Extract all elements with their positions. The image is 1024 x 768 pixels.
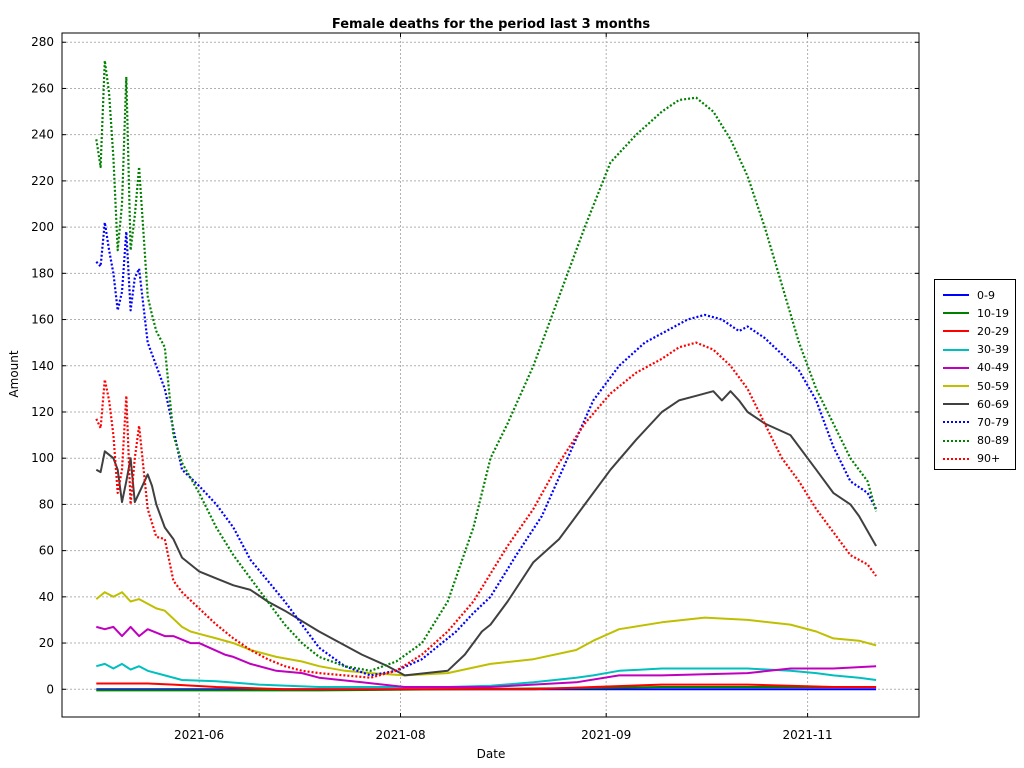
y-tick-label: 200 (31, 220, 54, 234)
legend-item: 60-69 (943, 395, 1015, 413)
y-tick-label: 280 (31, 35, 54, 49)
y-tick-label: 0 (46, 682, 54, 696)
legend-label: 80-89 (977, 434, 1009, 448)
chart-title: Female deaths for the period last 3 mont… (332, 17, 650, 32)
y-tick-label: 160 (31, 313, 54, 327)
x-axis-label: Date (477, 747, 506, 761)
y-tick-label: 140 (31, 359, 54, 373)
y-tick-label: 220 (31, 174, 54, 188)
series-line-20-29 (96, 682, 877, 691)
legend-swatch (943, 385, 969, 388)
legend-item: 40-49 (943, 359, 1015, 377)
legend-label: 60-69 (977, 397, 1009, 411)
legend-swatch (943, 366, 969, 369)
series-line-50-59 (95, 591, 877, 677)
y-tick-label: 60 (39, 544, 54, 558)
x-tick-label: 2021-11 (783, 728, 833, 742)
legend-label: 0-9 (977, 288, 995, 302)
y-axis: 0 20 40 60 80 100 120 140 160 180 200 220 240 260 280 (31, 35, 919, 696)
legend-label: 90+ (977, 452, 1001, 466)
legend-swatch (943, 421, 969, 424)
plot-background (62, 33, 919, 717)
series-line-40-49 (96, 625, 877, 688)
legend-item: 50-59 (943, 377, 1015, 395)
grid (62, 33, 919, 717)
legend-swatch (943, 439, 969, 442)
legend-label: 50-59 (977, 379, 1009, 393)
series-line-10-19 (96, 686, 877, 692)
legend-swatch (943, 294, 969, 297)
legend-swatch (943, 457, 969, 460)
legend-swatch (943, 330, 969, 333)
legend-label: 40-49 (977, 361, 1009, 375)
series-line-70-79 (95, 221, 878, 677)
series-line-90plus (95, 341, 877, 679)
y-tick-label: 80 (39, 497, 54, 511)
series-line-60-69 (95, 390, 877, 677)
y-tick-label: 240 (31, 128, 54, 142)
x-tick-label: 2021-09 (581, 728, 631, 742)
legend-item: 0-9 (943, 286, 1015, 304)
legend-label: 10-19 (977, 306, 1009, 320)
y-tick-label: 20 (39, 636, 54, 650)
x-axis: 2021-06 2021-08 2021-09 2021-11 (174, 33, 833, 742)
y-tick-label: 180 (31, 266, 54, 280)
legend-item: 70-79 (943, 413, 1015, 431)
legend-item: 30-39 (943, 341, 1015, 359)
legend-item: 10-19 (943, 304, 1015, 322)
y-tick-label: 40 (39, 590, 54, 604)
legend-label: 20-29 (977, 324, 1009, 338)
legend-item: 90+ (943, 450, 1015, 468)
series-layer (95, 59, 878, 692)
x-tick-label: 2021-06 (174, 728, 224, 742)
y-axis-label: Amount (7, 350, 21, 397)
legend-label: 70-79 (977, 415, 1009, 429)
legend-swatch (943, 403, 969, 406)
x-tick-label: 2021-08 (375, 728, 425, 742)
legend-item: 80-89 (943, 432, 1015, 450)
legend-item: 20-29 (943, 322, 1015, 340)
legend-swatch (943, 312, 969, 315)
series-line-80-89 (95, 59, 878, 672)
y-tick-label: 120 (31, 405, 54, 419)
y-tick-label: 260 (31, 81, 54, 95)
plot-frame (61, 32, 920, 718)
legend-swatch (943, 348, 969, 351)
legend: 0-9 10-19 20-29 30-39 40-49 50-59 60-69 70-79 80… (934, 279, 1016, 470)
legend-label: 30-39 (977, 343, 1009, 357)
y-tick-label: 100 (31, 451, 54, 465)
